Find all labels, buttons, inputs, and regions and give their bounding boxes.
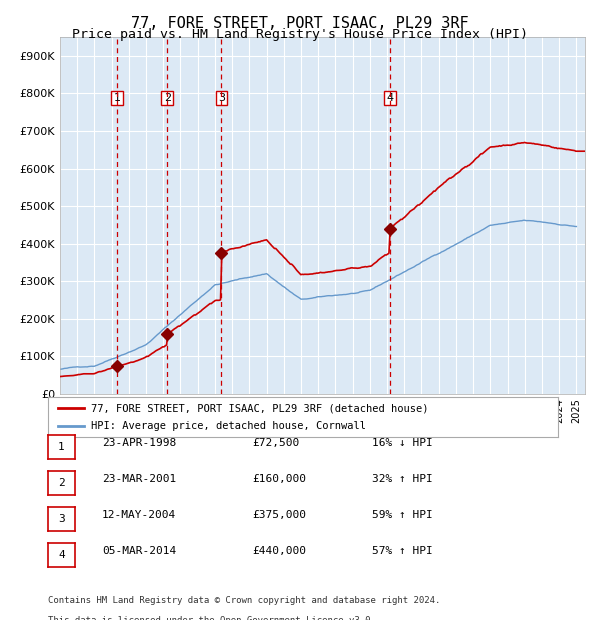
Text: This data is licensed under the Open Government Licence v3.0.: This data is licensed under the Open Gov… xyxy=(48,616,376,620)
Text: 59% ↑ HPI: 59% ↑ HPI xyxy=(372,510,433,520)
Text: 23-MAR-2001: 23-MAR-2001 xyxy=(102,474,176,484)
Text: 57% ↑ HPI: 57% ↑ HPI xyxy=(372,546,433,556)
Text: 2: 2 xyxy=(58,478,65,488)
Text: 32% ↑ HPI: 32% ↑ HPI xyxy=(372,474,433,484)
Text: 16% ↓ HPI: 16% ↓ HPI xyxy=(372,438,433,448)
Text: 77, FORE STREET, PORT ISAAC, PL29 3RF (detached house): 77, FORE STREET, PORT ISAAC, PL29 3RF (d… xyxy=(91,403,429,413)
Text: 23-APR-1998: 23-APR-1998 xyxy=(102,438,176,448)
Text: 05-MAR-2014: 05-MAR-2014 xyxy=(102,546,176,556)
Text: 12-MAY-2004: 12-MAY-2004 xyxy=(102,510,176,520)
Text: £440,000: £440,000 xyxy=(252,546,306,556)
Text: 4: 4 xyxy=(58,550,65,560)
Text: 3: 3 xyxy=(58,514,65,524)
Text: Price paid vs. HM Land Registry's House Price Index (HPI): Price paid vs. HM Land Registry's House … xyxy=(72,28,528,41)
Text: 1: 1 xyxy=(113,93,121,103)
Text: £72,500: £72,500 xyxy=(252,438,299,448)
Text: Contains HM Land Registry data © Crown copyright and database right 2024.: Contains HM Land Registry data © Crown c… xyxy=(48,596,440,606)
Text: 1: 1 xyxy=(58,442,65,452)
Text: £375,000: £375,000 xyxy=(252,510,306,520)
Text: 4: 4 xyxy=(386,93,394,103)
Text: 2: 2 xyxy=(164,93,171,103)
Text: 77, FORE STREET, PORT ISAAC, PL29 3RF: 77, FORE STREET, PORT ISAAC, PL29 3RF xyxy=(131,16,469,30)
Text: HPI: Average price, detached house, Cornwall: HPI: Average price, detached house, Corn… xyxy=(91,421,367,431)
Text: £160,000: £160,000 xyxy=(252,474,306,484)
Text: 3: 3 xyxy=(218,93,225,103)
